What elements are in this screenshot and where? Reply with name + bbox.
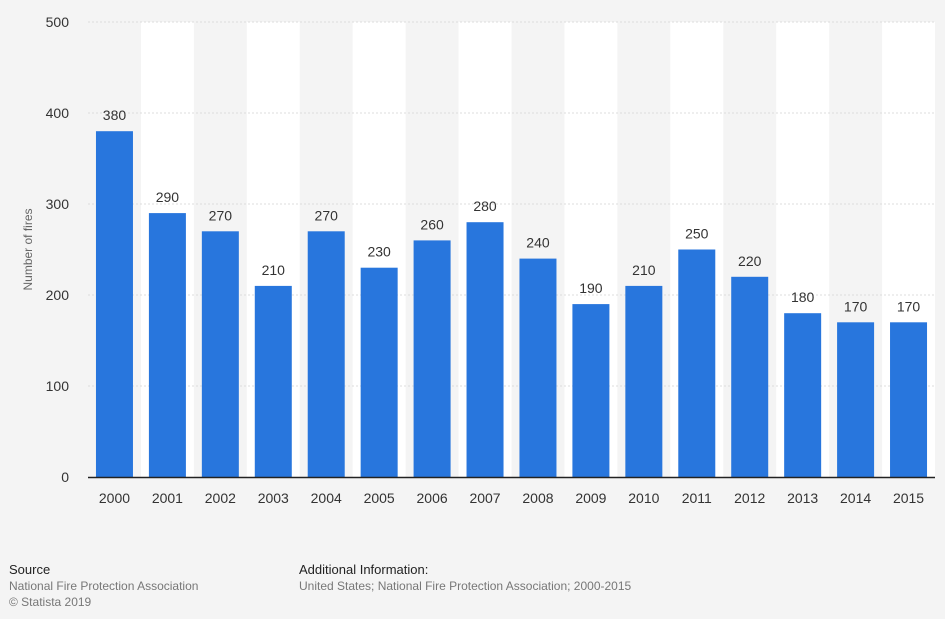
- data-label: 210: [262, 262, 286, 278]
- bar: [148, 213, 186, 477]
- bar: [731, 276, 769, 477]
- x-tick-label: 2015: [893, 490, 924, 506]
- source-heading: Source: [9, 562, 51, 577]
- bar: [837, 322, 875, 477]
- x-tick-label: 2000: [99, 490, 130, 506]
- bar: [413, 240, 451, 477]
- bar-chart: 0 100 200 300 400 500 Number of fires 380 2000 29…: [21, 14, 935, 506]
- y-tick-label: 100: [46, 378, 70, 394]
- x-tick-label: 2009: [575, 490, 606, 506]
- bar: [201, 231, 239, 477]
- data-label: 240: [526, 235, 550, 251]
- bar: [519, 258, 557, 477]
- data-label: 280: [473, 198, 497, 214]
- source-block: Source National Fire Protection Associat…: [9, 562, 198, 610]
- bar: [95, 131, 133, 477]
- x-tick-label: 2008: [522, 490, 553, 506]
- x-tick-label: 2010: [628, 490, 659, 506]
- x-tick-label: 2004: [311, 490, 342, 506]
- y-tick-label: 0: [61, 469, 69, 485]
- data-label: 170: [844, 298, 868, 314]
- x-tick-label: 2011: [682, 490, 712, 506]
- bar: [360, 267, 398, 477]
- bar: [784, 313, 822, 477]
- data-label: 220: [738, 253, 762, 269]
- x-tick-label: 2006: [417, 490, 448, 506]
- bar: [254, 285, 292, 477]
- x-tick-label: 2005: [364, 490, 395, 506]
- x-tick-label: 2003: [258, 490, 289, 506]
- x-tick-label: 2013: [787, 490, 818, 506]
- data-label: 180: [791, 289, 815, 305]
- data-label: 250: [685, 226, 709, 242]
- copyright-text[interactable]: © Statista 2019: [9, 595, 92, 609]
- y-tick-label: 400: [46, 105, 70, 121]
- data-label: 190: [579, 280, 603, 296]
- bar: [466, 222, 504, 477]
- additional-info-heading: Additional Information:: [299, 562, 429, 577]
- x-tick-label: 2001: [152, 490, 183, 506]
- data-label: 230: [367, 244, 391, 260]
- x-tick-label: 2007: [469, 490, 500, 506]
- y-tick-label: 200: [46, 287, 70, 303]
- y-tick-label: 500: [46, 14, 70, 30]
- bar: [678, 249, 716, 477]
- data-label: 380: [103, 107, 127, 123]
- data-label: 170: [897, 298, 921, 314]
- chart-canvas: 0 100 200 300 400 500 Number of fires 380 2000 29…: [21, 14, 935, 506]
- x-tick-label: 2002: [205, 490, 236, 506]
- chart-footer: Source National Fire Protection Associat…: [0, 562, 945, 619]
- additional-info-block: Additional Information: United States; N…: [299, 562, 631, 594]
- bar: [625, 285, 663, 477]
- data-label: 260: [420, 216, 444, 232]
- data-label: 270: [209, 207, 233, 223]
- bar: [307, 231, 345, 477]
- y-axis-label: Number of fires: [21, 208, 35, 290]
- x-tick-label: 2014: [840, 490, 871, 506]
- bar: [572, 304, 610, 477]
- source-text[interactable]: National Fire Protection Association: [9, 579, 199, 593]
- data-label: 210: [632, 262, 656, 278]
- x-tick-label: 2012: [734, 490, 765, 506]
- y-tick-label: 300: [46, 196, 70, 212]
- bar: [890, 322, 928, 477]
- data-label: 270: [315, 207, 339, 223]
- additional-info-text: United States; National Fire Protection …: [299, 579, 632, 593]
- data-label: 290: [156, 189, 180, 205]
